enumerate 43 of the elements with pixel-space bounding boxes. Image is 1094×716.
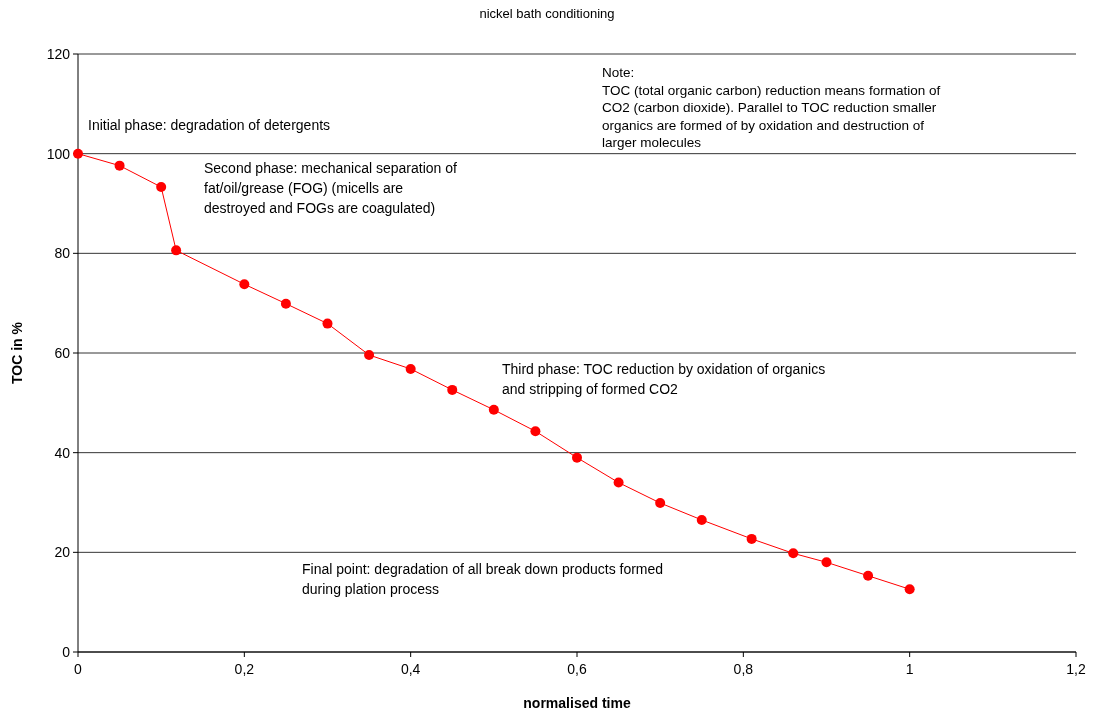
point [821, 557, 832, 568]
y-tick-label: 20 [54, 544, 71, 561]
point [572, 452, 582, 463]
point [904, 584, 915, 595]
point [530, 426, 541, 437]
y-tick-label: 0 [62, 644, 71, 660]
point [73, 148, 83, 159]
x-axis-title: normalised time [523, 695, 631, 711]
y-tick-label: 60 [54, 345, 71, 361]
x-tick-label: 0 [74, 661, 83, 677]
point [696, 514, 707, 525]
x-tick-label: 0,8 [733, 661, 754, 677]
y-axis-title: TOC in % [9, 321, 25, 384]
point [364, 349, 375, 360]
y-tick-label: 100 [46, 145, 71, 162]
point [322, 318, 333, 329]
point [171, 245, 182, 256]
x-tick-label: 1,2 [1066, 661, 1086, 677]
point [488, 404, 499, 415]
point [447, 384, 458, 395]
x-tick-label: 0,6 [567, 661, 587, 677]
x-tick-label: 1 [905, 661, 914, 677]
annotation: Third phase: TOC reduction by oxidation of organics and stripping of formed CO2 [502, 361, 826, 397]
annotation: Second phase: mechanical separation of fat/oil/grease (FOG) (micells are destroyed and FOGs are coagulated) [204, 160, 458, 216]
point [156, 182, 167, 193]
annotation: Final point: degradation of all break down products formed during plation process [302, 561, 664, 597]
annotation: Note: TOC (total organic carbon) reduction means formation of CO2 (carbon dioxide). Parallel to TOC reduction smaller organics are formed of by oxidation and destruction of larger molecules [602, 65, 941, 150]
point [788, 548, 799, 559]
x-tick-label: 0,2 [234, 661, 255, 677]
point [280, 298, 291, 309]
point [863, 570, 874, 581]
point [239, 279, 250, 290]
point [114, 160, 125, 171]
chart-title: nickel bath conditioning [479, 6, 615, 21]
point [405, 363, 416, 374]
annotation: Initial phase: degradation of detergents [88, 117, 331, 133]
point [746, 533, 757, 544]
y-tick-label: 120 [46, 46, 71, 62]
point [613, 477, 624, 488]
y-tick-label: 80 [54, 245, 71, 262]
point [655, 498, 666, 508]
x-tick-label: 0,4 [400, 661, 421, 677]
y-tick-label: 40 [54, 444, 71, 461]
